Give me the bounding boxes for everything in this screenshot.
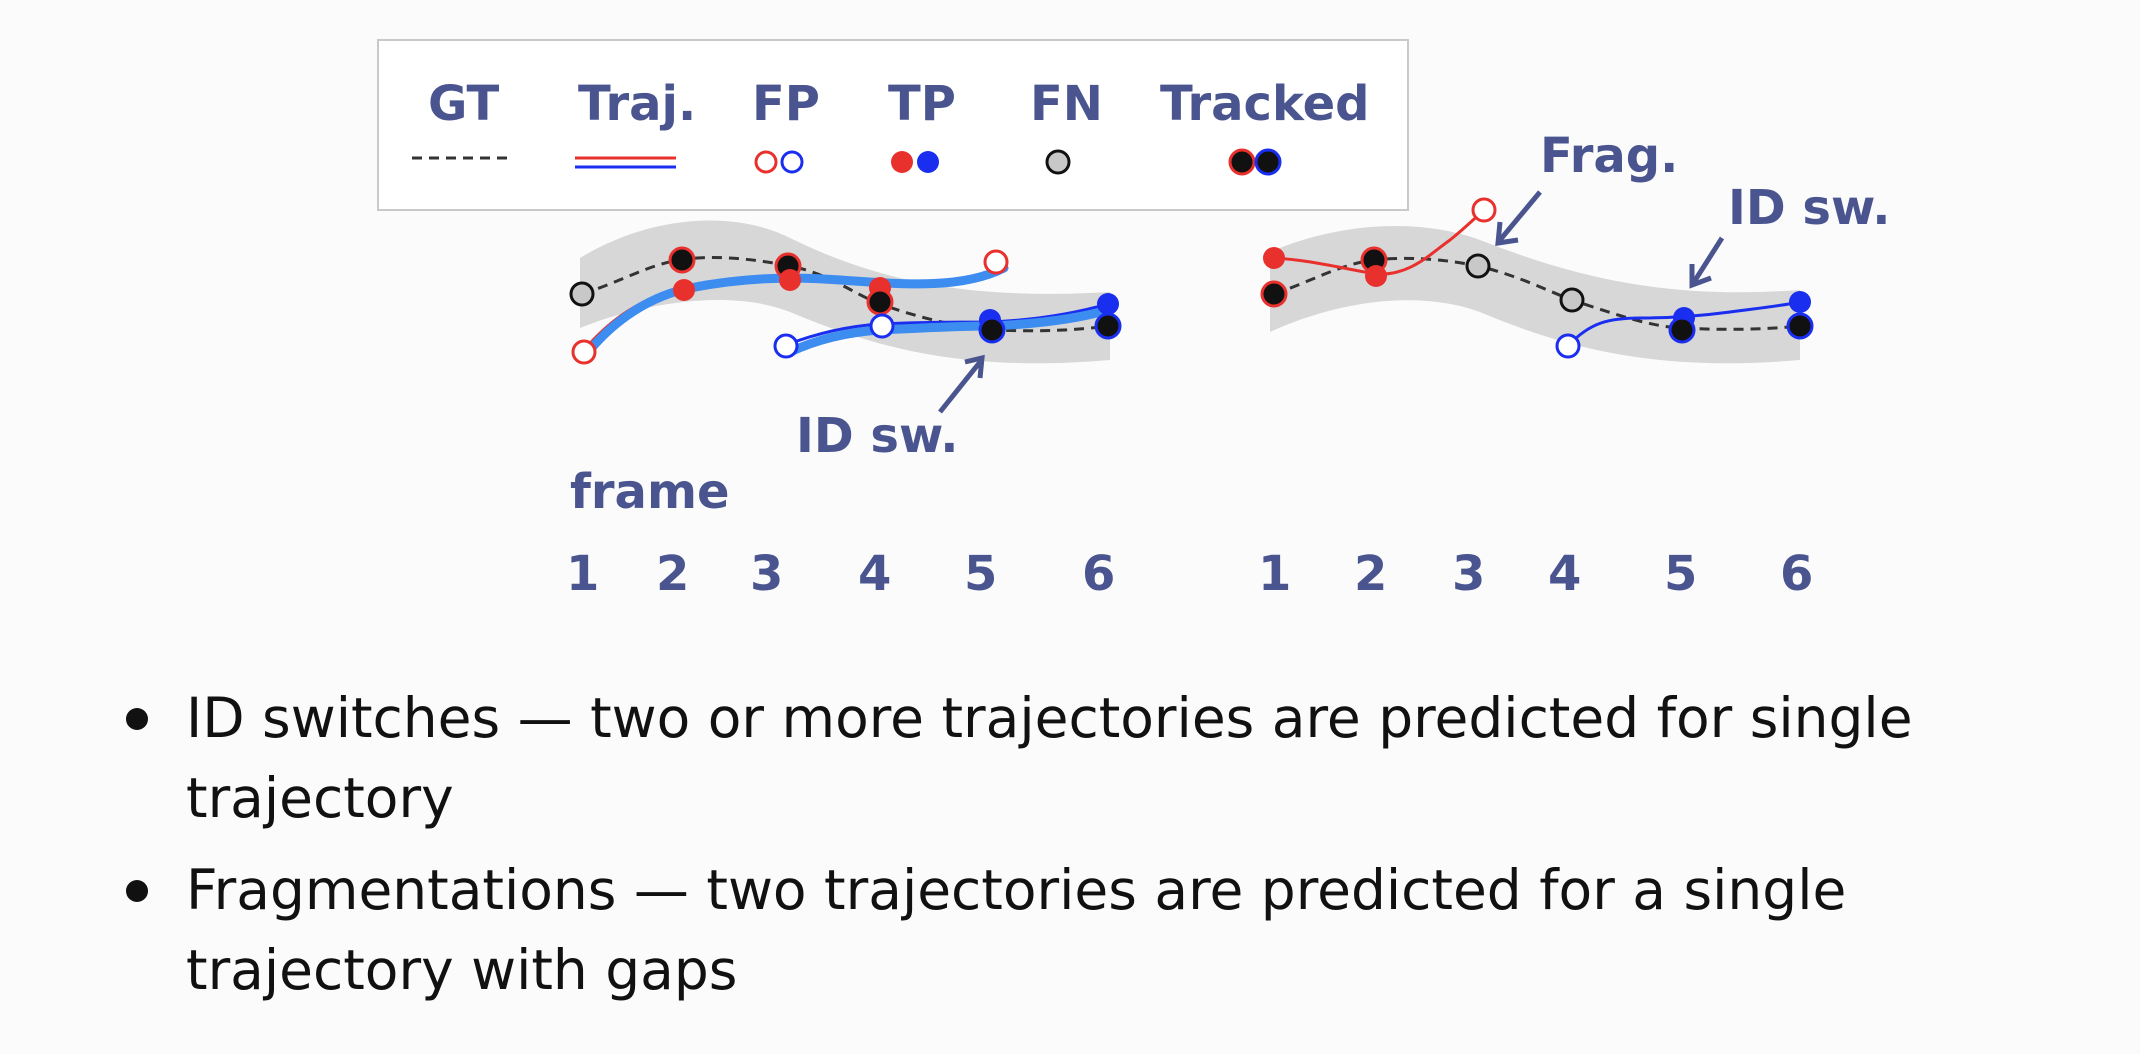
right-frame-3: 3 — [1452, 546, 1485, 602]
bullet-text-id-switches: ID switches — two or more trajectories a… — [186, 686, 1913, 830]
left-id-switch-arrow-head — [964, 354, 985, 379]
right-frame-6: 6 — [1780, 546, 1813, 602]
right-tp-marker-frame1 — [1263, 247, 1285, 269]
right-ground-truth-band — [1270, 226, 1800, 364]
legend-tracked-blue-marker — [1254, 148, 1282, 176]
legend-tp-blue-marker — [917, 151, 939, 173]
right-frame-4: 4 — [1548, 546, 1581, 602]
frag-arrow-shaft — [1498, 190, 1542, 242]
bullet-item-id-switches: ID switches — two or more trajectories a… — [118, 678, 2098, 838]
legend-fp-red-marker — [754, 150, 778, 174]
left-frame-5: 5 — [964, 546, 997, 602]
frag-arrow-head — [1495, 221, 1519, 246]
legend-tp-label: TP — [888, 76, 956, 132]
right-frame-1: 1 — [1258, 546, 1291, 602]
left-fp-marker-frame5-red — [983, 249, 1009, 275]
right-frame-5: 5 — [1664, 546, 1697, 602]
legend-fp-blue-marker — [780, 150, 804, 174]
right-fn-marker-frame4 — [1559, 287, 1585, 313]
bullet-dot — [126, 708, 148, 730]
left-tracked-marker-frame6 — [1094, 312, 1122, 340]
left-frame-1: 1 — [566, 546, 599, 602]
left-frame-6: 6 — [1082, 546, 1115, 602]
right-fp-marker-frame3 — [1471, 197, 1497, 223]
legend-box — [377, 39, 1409, 211]
legend-fn-marker — [1045, 149, 1071, 175]
left-frame-2: 2 — [656, 546, 689, 602]
right-tracked-marker-frame1 — [1260, 280, 1288, 308]
left-tracked-marker-frame2 — [668, 246, 696, 274]
left-blue-trajectory — [785, 302, 1109, 347]
bullet-list: ID switches — two or more trajectories a… — [118, 678, 2098, 1022]
left-tp-marker-frame3 — [779, 269, 801, 291]
left-id-switch-arrow-shaft — [938, 360, 982, 414]
right-id-switch-label: ID sw. — [1728, 180, 1891, 236]
left-panel: ID sw. frame 1 2 3 4 5 6 — [566, 220, 1122, 602]
right-fp-marker-frame4 — [1555, 333, 1581, 359]
tracking-metrics-diagram: GT Traj. FP TP FN Tracked — [377, 39, 1891, 602]
legend-tracked-red-marker — [1228, 148, 1256, 176]
legend-tp-red-marker — [891, 151, 913, 173]
left-fp-marker-frame3-blue — [773, 333, 799, 359]
left-tp-marker-frame6 — [1097, 293, 1119, 315]
right-id-switch-arrow-shaft — [1691, 236, 1725, 284]
legend-fp-label: FP — [752, 76, 820, 132]
left-frame-3: 3 — [750, 546, 783, 602]
left-tracked-marker-frame5 — [978, 316, 1006, 344]
right-id-switch-arrow-head — [1689, 264, 1712, 289]
right-fn-marker-frame3 — [1465, 253, 1491, 279]
frame-label: frame — [570, 464, 730, 520]
right-tp-marker-frame2 — [1365, 265, 1387, 287]
right-tp-marker-frame6 — [1789, 291, 1811, 313]
left-fn-marker-frame1 — [569, 281, 595, 307]
right-red-trajectory — [1273, 208, 1485, 276]
legend-tracked-label: Tracked — [1160, 76, 1370, 132]
bullet-text-fragmentations: Fragmentations — two trajectories are pr… — [186, 858, 1847, 1002]
legend-traj-label: Traj. — [578, 76, 696, 132]
bullet-dot — [126, 880, 148, 902]
left-fp-marker-frame4-blue — [869, 313, 895, 339]
bullet-item-fragmentations: Fragmentations — two trajectories are pr… — [118, 850, 2098, 1010]
left-id-switch-label: ID sw. — [796, 408, 959, 464]
legend-gt-label: GT — [428, 76, 500, 132]
left-predicted-trajectory-2 — [785, 305, 1113, 357]
left-tracked-marker-frame4 — [866, 288, 894, 316]
right-panel: Frag. ID sw. 1 2 3 4 5 6 — [1258, 128, 1891, 602]
left-frame-4: 4 — [858, 546, 891, 602]
left-fp-marker-frame1 — [571, 339, 597, 365]
legend-fn-label: FN — [1030, 76, 1103, 132]
left-tp-marker-frame2 — [673, 279, 695, 301]
right-frame-2: 2 — [1354, 546, 1387, 602]
left-predicted-trajectory-1 — [585, 263, 1009, 355]
legend: GT Traj. FP TP FN Tracked — [377, 39, 1409, 211]
frag-label: Frag. — [1540, 128, 1678, 184]
right-tracked-marker-frame5 — [1668, 316, 1696, 344]
left-ground-truth-band — [580, 220, 1110, 364]
right-tracked-marker-frame6 — [1786, 312, 1814, 340]
